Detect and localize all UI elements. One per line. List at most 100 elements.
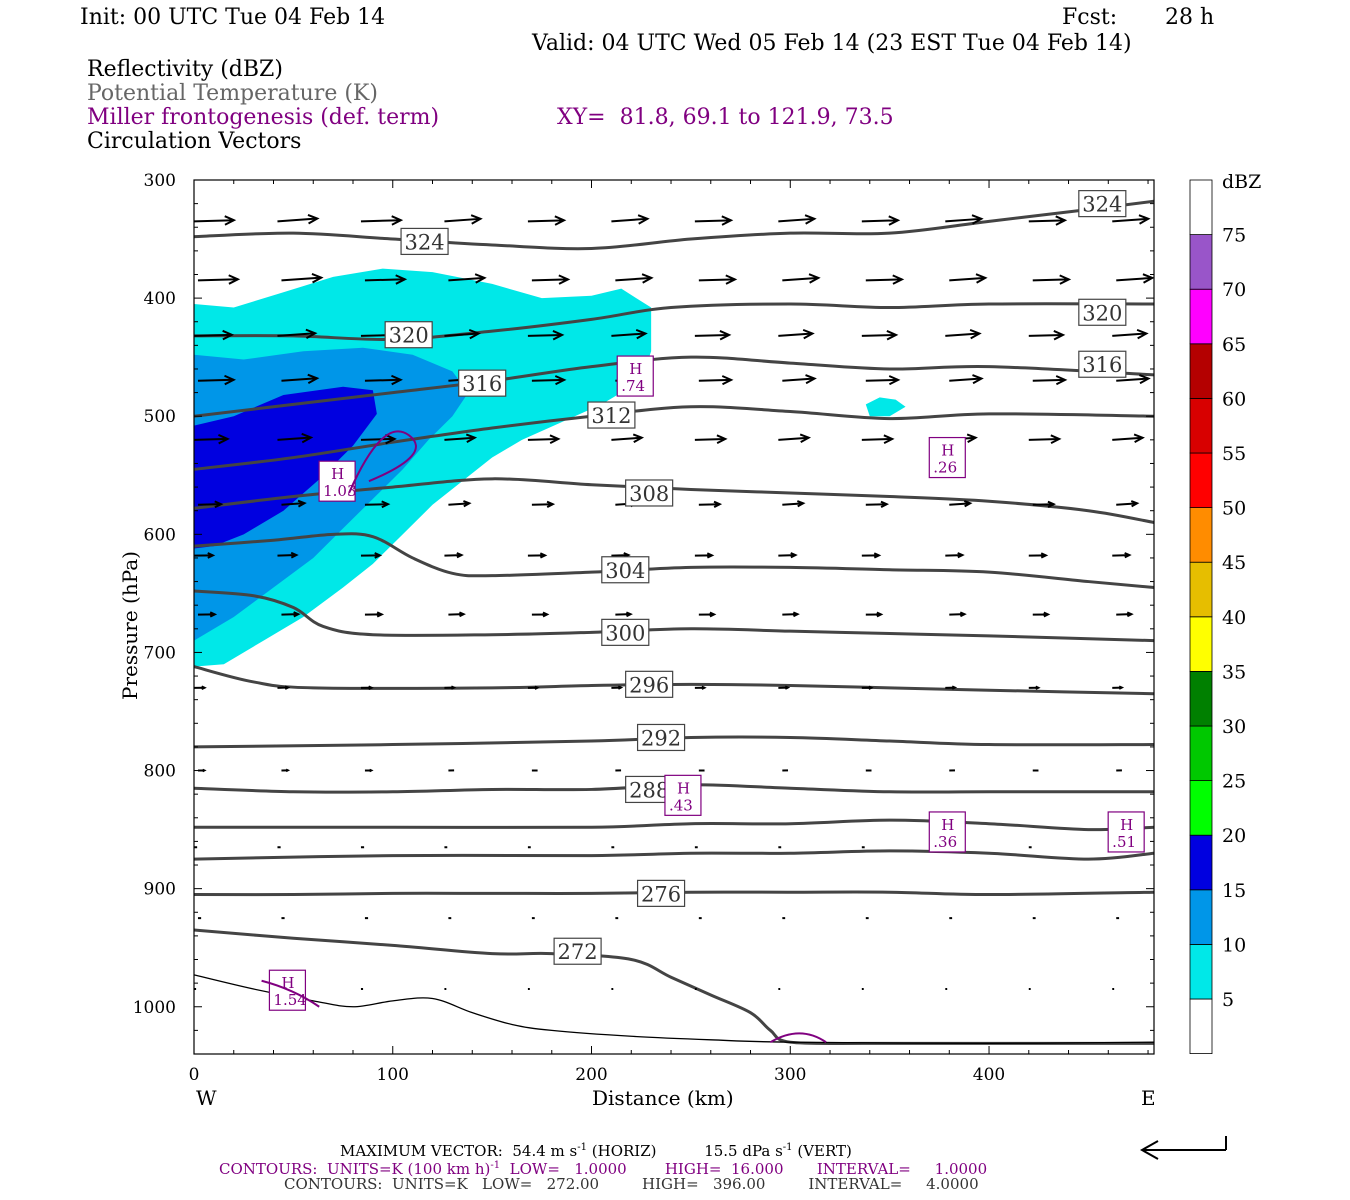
theta-label-316: 316 — [1078, 350, 1127, 378]
frontogenesis-contour — [769, 1032, 827, 1044]
circulation-vector — [1032, 500, 1056, 508]
footer-contours-theta: CONTOURS: UNITS=K LOW= 272.00 HIGH= 396.… — [284, 1175, 979, 1193]
circulation-vector — [531, 274, 571, 285]
svg-text:296: 296 — [629, 673, 669, 697]
field-reflectivity: Reflectivity (dBZ) — [87, 57, 283, 82]
circulation-vector — [277, 432, 314, 444]
theta-contour-272 — [193, 928, 1154, 1046]
circulation-vector — [364, 274, 408, 285]
colorbar-level-label: 70 — [1222, 279, 1246, 301]
circulation-vector — [527, 552, 548, 559]
cross-section-xy: XY= 81.8, 69.1 to 121.9, 73.5 — [557, 105, 894, 130]
y-tick-label: 400 — [144, 289, 176, 309]
circulation-vector — [949, 500, 973, 508]
circulation-vector — [861, 215, 901, 226]
circulation-vector — [364, 611, 385, 618]
terrain-surface — [193, 974, 1155, 1045]
circulation-vector — [277, 685, 291, 690]
colorbar-level-label: 60 — [1222, 388, 1246, 410]
circulation-vector — [611, 433, 645, 444]
svg-text:276: 276 — [641, 882, 681, 906]
theta-contour-292 — [193, 735, 1155, 749]
circulation-vector — [281, 373, 320, 385]
circulation-vector — [444, 552, 464, 559]
theta-label-276: 276 — [636, 879, 686, 907]
theta-label-292: 292 — [636, 723, 686, 752]
circulation-vector — [360, 685, 374, 691]
svg-text:H: H — [941, 442, 954, 460]
colorbar-cell — [1189, 179, 1213, 235]
circulation-vector — [1116, 611, 1134, 618]
theta-label-324: 324 — [400, 227, 449, 256]
colorbar-level-label: 25 — [1222, 771, 1246, 793]
circulation-vector — [360, 552, 383, 559]
circulation-vector — [281, 273, 324, 284]
frontogenesis-high: H.74 — [616, 355, 654, 397]
circulation-vector — [444, 214, 483, 225]
theta-label-300: 300 — [601, 618, 650, 646]
circulation-vector — [1028, 685, 1041, 690]
circulation-vector — [193, 329, 235, 341]
theta-contour-284 — [193, 818, 1155, 832]
circulation-vector — [193, 552, 216, 559]
circulation-vector — [1112, 685, 1125, 690]
circulation-vectors — [193, 213, 1155, 991]
circulation-vector — [527, 685, 540, 690]
y-tick-label: 1000 — [133, 998, 176, 1018]
svg-text:300: 300 — [605, 621, 645, 645]
circulation-vector — [444, 433, 478, 444]
circulation-vector — [782, 374, 817, 385]
circulation-vector — [782, 500, 806, 508]
y-axis-label: Pressure (hPa) — [118, 551, 142, 700]
colorbar: dBZ 5 10 15 20 25 30 35 40 45 50 55 60 65 70 75 — [1189, 171, 1261, 1054]
circulation-vector — [611, 685, 624, 690]
field-miller-frontogenesis: Miller frontogenesis (def. term) — [87, 105, 440, 130]
circulation-vector — [1116, 374, 1151, 385]
x-end-west: W — [196, 1086, 217, 1110]
circulation-vector — [1028, 552, 1049, 559]
theta-label-320: 320 — [1078, 298, 1127, 326]
reflectivity-region-15dbz — [194, 386, 377, 549]
circulation-vector — [778, 214, 817, 225]
circulation-vector — [949, 611, 967, 618]
circulation-vector — [1028, 330, 1066, 341]
svg-text:316: 316 — [1082, 353, 1122, 377]
circulation-vector — [444, 685, 457, 690]
circulation-vector — [861, 685, 874, 690]
circulation-vector — [1112, 433, 1145, 444]
colorbar-level-label: 5 — [1222, 989, 1234, 1011]
svg-text:324: 324 — [1082, 193, 1122, 217]
colorbar-cell — [1189, 725, 1213, 781]
forecast-label: Fcst: — [1062, 5, 1118, 30]
frontogenesis-high: H1.03 — [318, 460, 357, 502]
circulation-vector — [448, 611, 466, 618]
y-tick-label: 800 — [144, 762, 176, 782]
circulation-vector — [1032, 611, 1051, 618]
circulation-vector — [531, 375, 567, 386]
circulation-vector — [281, 768, 291, 773]
colorbar-level-label: 45 — [1222, 552, 1246, 574]
frontogenesis-contour — [261, 979, 320, 1008]
frontogenesis-high: H.36 — [928, 811, 966, 853]
circulation-vector — [782, 611, 800, 618]
circulation-vector — [861, 330, 899, 341]
theta-contour-312 — [193, 405, 1155, 471]
footer-contours-frontogenesis: CONTOURS: UNITS=K (100 km h)-1 LOW= 1.00… — [219, 1160, 988, 1178]
circulation-vector — [364, 374, 403, 386]
colorbar-cell — [1189, 343, 1213, 399]
circulation-vector — [865, 500, 890, 508]
circulation-vector — [778, 328, 815, 340]
circulation-vector — [531, 500, 556, 508]
reflectivity-fill — [194, 268, 906, 667]
circulation-vector — [360, 215, 404, 226]
circulation-vector — [1032, 375, 1068, 386]
y-tick-label: 600 — [144, 525, 176, 545]
circulation-vector — [1116, 273, 1155, 284]
footer-max-vector: MAXIMUM VECTOR: 54.4 m s-1 (HORIZ) 15.5 … — [340, 1142, 852, 1160]
svg-text:320: 320 — [389, 324, 429, 348]
circulation-vector — [1112, 214, 1151, 225]
svg-text:316: 316 — [462, 372, 502, 396]
circulation-vector — [193, 685, 207, 691]
circulation-vector — [861, 552, 882, 559]
colorbar-cell — [1189, 288, 1213, 345]
